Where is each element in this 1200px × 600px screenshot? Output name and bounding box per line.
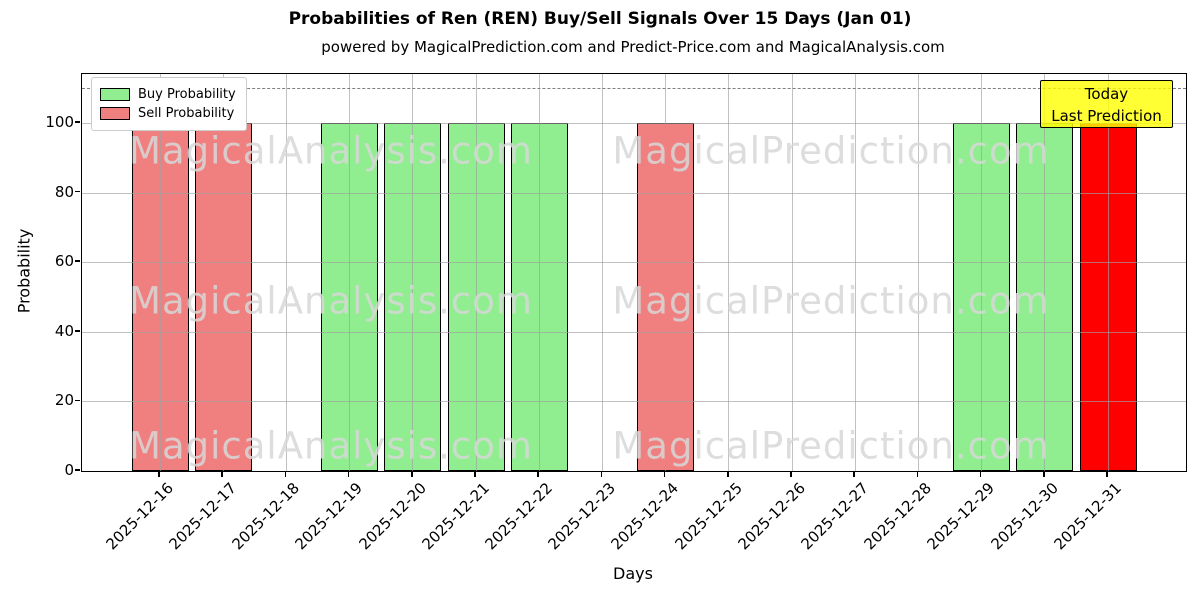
hgridline-60 bbox=[82, 262, 1186, 264]
vgridline-2025-12-23 bbox=[601, 74, 603, 471]
chart-title: Probabilities of Ren (REN) Buy/Sell Sign… bbox=[288, 9, 912, 29]
vgridline-2025-12-31 bbox=[1107, 74, 1109, 471]
vgridline-2025-12-17 bbox=[222, 74, 224, 471]
y-tick-label-80: 80 bbox=[54, 182, 74, 201]
legend-item-buy: Buy Probability bbox=[100, 86, 238, 103]
x-tick-2025-12-30 bbox=[1043, 471, 1045, 477]
y-tick-100 bbox=[75, 121, 80, 123]
vgridline-2025-12-22 bbox=[538, 74, 540, 471]
vgridline-2025-12-18 bbox=[285, 74, 287, 471]
vgridline-2025-12-26 bbox=[791, 74, 793, 471]
x-tick-2025-12-19 bbox=[347, 471, 350, 477]
x-tick-label-2025-12-25: 2025-12-25 bbox=[671, 479, 746, 554]
x-tick-2025-12-25 bbox=[727, 471, 729, 477]
x-tick-2025-12-17 bbox=[221, 471, 223, 477]
x-tick-2025-12-23 bbox=[600, 471, 603, 477]
x-tick-2025-12-18 bbox=[284, 471, 287, 477]
x-tick-label-2025-12-21: 2025-12-21 bbox=[418, 479, 493, 554]
x-tick-label-2025-12-31: 2025-12-31 bbox=[1050, 479, 1125, 554]
today-annotation: Today Last Prediction bbox=[1040, 80, 1173, 128]
hgridline-100 bbox=[82, 123, 1186, 124]
vgridline-2025-12-21 bbox=[475, 74, 477, 471]
vgridline-2025-12-24 bbox=[665, 74, 667, 471]
today-annotation-line2: Last Prediction bbox=[1051, 107, 1162, 125]
hgridline-20 bbox=[82, 401, 1186, 403]
x-tick-label-2025-12-27: 2025-12-27 bbox=[797, 479, 872, 554]
vgridline-2025-12-16 bbox=[159, 74, 161, 471]
watermark-analysis-0: MagicalAnalysis.com bbox=[129, 129, 533, 173]
vgridline-2025-12-27 bbox=[854, 74, 856, 471]
x-tick-label-2025-12-18: 2025-12-18 bbox=[228, 479, 304, 554]
x-tick-label-2025-12-16: 2025-12-16 bbox=[102, 479, 177, 554]
x-tick-2025-12-20 bbox=[411, 471, 413, 477]
vgridline-2025-12-29 bbox=[981, 74, 983, 471]
x-tick-2025-12-24 bbox=[663, 471, 666, 477]
y-tick-label-20: 20 bbox=[54, 391, 74, 410]
y-tick-label-60: 60 bbox=[54, 252, 74, 271]
vgridline-2025-12-30 bbox=[1044, 74, 1046, 471]
plot-area: MagicalAnalysis.com MagicalPrediction.com… bbox=[81, 73, 1187, 472]
x-tick-2025-12-16 bbox=[158, 471, 160, 477]
x-tick-label-2025-12-29: 2025-12-29 bbox=[923, 479, 999, 554]
vgridline-2025-12-28 bbox=[917, 74, 919, 471]
chart-subtitle: powered by MagicalPrediction.com and Pre… bbox=[321, 38, 945, 56]
x-tick-2025-12-29 bbox=[979, 471, 982, 477]
x-tick-label-2025-12-24: 2025-12-24 bbox=[607, 479, 683, 554]
x-tick-2025-12-21 bbox=[474, 471, 476, 477]
legend: Buy Probability Sell Probability bbox=[91, 77, 247, 131]
legend-label-buy: Buy Probability bbox=[138, 87, 236, 102]
vgridline-2025-12-20 bbox=[412, 74, 414, 471]
y-tick-40 bbox=[75, 330, 80, 332]
hgridline-80 bbox=[82, 192, 1186, 194]
vgridline-2025-12-19 bbox=[349, 74, 351, 471]
watermark-prediction-0: MagicalPrediction.com bbox=[612, 129, 1050, 173]
x-tick-label-2025-12-17: 2025-12-17 bbox=[165, 479, 240, 554]
x-tick-label-2025-12-19: 2025-12-19 bbox=[291, 479, 367, 554]
x-tick-label-2025-12-20: 2025-12-20 bbox=[355, 479, 430, 554]
watermark-analysis-1: MagicalAnalysis.com bbox=[129, 279, 533, 323]
today-annotation-line1: Today bbox=[1084, 85, 1129, 103]
x-tick-2025-12-27 bbox=[853, 471, 855, 477]
watermark-layer: MagicalAnalysis.com MagicalPrediction.com… bbox=[82, 74, 1186, 471]
y-tick-0 bbox=[75, 469, 80, 471]
x-tick-2025-12-28 bbox=[916, 471, 919, 477]
legend-label-sell: Sell Probability bbox=[138, 106, 235, 121]
watermark-prediction-2: MagicalPrediction.com bbox=[612, 424, 1050, 468]
x-axis-label: Days bbox=[613, 564, 653, 583]
x-tick-2025-12-26 bbox=[790, 471, 792, 477]
y-tick-20 bbox=[75, 399, 80, 402]
x-tick-label-2025-12-22: 2025-12-22 bbox=[481, 479, 556, 554]
x-tick-2025-12-31 bbox=[1106, 471, 1108, 477]
y-tick-label-40: 40 bbox=[54, 321, 74, 340]
threshold-dashed-line bbox=[82, 88, 1186, 90]
vgridline-2025-12-25 bbox=[728, 74, 730, 471]
x-tick-label-2025-12-23: 2025-12-23 bbox=[544, 479, 620, 554]
hgridline-40 bbox=[82, 331, 1186, 333]
y-tick-label-100: 100 bbox=[45, 113, 74, 131]
watermark-analysis-2: MagicalAnalysis.com bbox=[129, 424, 533, 468]
y-tick-60 bbox=[75, 260, 80, 262]
legend-item-sell: Sell Probability bbox=[100, 105, 238, 122]
x-tick-label-2025-12-26: 2025-12-26 bbox=[734, 479, 809, 554]
sell-swatch-icon bbox=[100, 107, 130, 120]
x-tick-label-2025-12-30: 2025-12-30 bbox=[987, 479, 1062, 554]
watermark-prediction-1: MagicalPrediction.com bbox=[612, 279, 1050, 323]
grid-layer bbox=[82, 74, 1186, 471]
y-tick-80 bbox=[75, 190, 80, 193]
y-axis-label: Probability bbox=[14, 228, 34, 314]
x-tick-label-2025-12-28: 2025-12-28 bbox=[860, 479, 936, 554]
y-tick-label-0: 0 bbox=[64, 461, 74, 479]
x-tick-2025-12-22 bbox=[537, 471, 539, 477]
buy-swatch-icon bbox=[100, 88, 130, 101]
